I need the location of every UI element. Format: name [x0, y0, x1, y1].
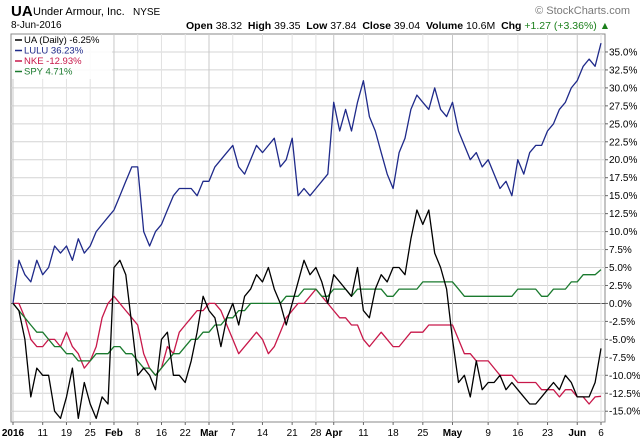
legend-entry: UA (Daily) -6.25% [24, 35, 100, 46]
x-tick-label: Feb [105, 428, 123, 439]
x-tick-label: 28 [310, 428, 322, 439]
low-value: 37.84 [330, 20, 357, 32]
x-tick-label: 11 [38, 428, 49, 439]
y-tick-label: 12.5% [609, 209, 637, 220]
plot-area [10, 33, 606, 423]
x-tick-label: 19 [61, 428, 73, 439]
y-tick-label: 32.5% [609, 65, 637, 76]
x-tick-label: 23 [542, 428, 554, 439]
x-tick-label: May [443, 428, 463, 439]
y-tick-label: 22.5% [609, 137, 637, 148]
stockcharts-watermark[interactable]: © StockCharts.com [535, 5, 630, 17]
y-tick-label: -5.0% [609, 335, 635, 346]
x-tick-label: 11 [358, 428, 369, 439]
chg-value: +1.27 (+3.36%) [524, 20, 597, 32]
series-layer [12, 42, 602, 420]
axis-layer: 35.0% 32.5% 30.0% 27.5% 25.0% 22.5% 20.0% 17.5%… [2, 47, 640, 439]
y-tick-label: 35.0% [609, 47, 637, 58]
y-tick-label: -15.0% [609, 407, 640, 418]
legend-entry: LULU 36.23% [24, 46, 84, 57]
y-tick-label: 25.0% [609, 119, 637, 130]
x-tick-label: 16 [156, 428, 168, 439]
x-tick-label: Jun [568, 428, 586, 439]
ticker-symbol: UA [11, 3, 33, 20]
y-tick-label: 30.0% [609, 83, 637, 94]
x-tick-label: Mar [200, 428, 218, 439]
volume-value: 10.6M [466, 20, 496, 32]
close-label: Close [362, 20, 391, 32]
series-line-ua [12, 209, 602, 420]
x-tick-label: 9 [485, 428, 491, 439]
x-tick-label: 6 [598, 428, 604, 439]
series-line-nke [13, 288, 602, 405]
y-tick-label: 0.0% [609, 299, 632, 310]
exchange-name: NYSE [133, 7, 161, 18]
y-tick-label: 27.5% [609, 101, 637, 112]
chart-date: 8-Jun-2016 [11, 20, 62, 31]
y-tick-label: 17.5% [609, 173, 637, 184]
y-tick-label: 7.5% [609, 245, 632, 256]
y-tick-label: 10.0% [609, 227, 637, 238]
low-label: Low [306, 20, 328, 32]
x-tick-label: 21 [287, 428, 299, 439]
quote-summary: Open 38.32 High 39.35 Low 37.84 Close 39… [186, 20, 610, 32]
chart-header: UA Under Armour, Inc. NYSE 8-Jun-2016 © … [0, 0, 640, 34]
high-value: 39.35 [274, 20, 301, 32]
x-tick-label: 25 [85, 428, 97, 439]
up-arrow-icon: ▲ [599, 20, 611, 32]
open-value: 38.32 [215, 20, 243, 32]
open-label: Open [186, 20, 213, 32]
legend-entry: SPY 4.71% [24, 67, 73, 78]
y-tick-label: 2.5% [609, 281, 632, 292]
y-tick-label: -2.5% [609, 317, 635, 328]
legend: UA (Daily) -6.25%LULU 36.23%NKE -12.93%S… [12, 35, 112, 79]
x-tick-label: 7 [230, 428, 236, 439]
legend-entry: NKE -12.93% [24, 56, 82, 67]
chg-label: Chg [501, 20, 522, 32]
y-tick-label: 20.0% [609, 155, 637, 166]
high-label: High [247, 20, 272, 32]
series-line-lulu [12, 42, 602, 304]
x-tick-label: Apr [325, 428, 342, 439]
company-name: Under Armour, Inc. [33, 6, 125, 18]
x-tick-label: 2016 [2, 428, 25, 439]
y-tick-label: 5.0% [609, 263, 632, 274]
y-tick-label: 15.0% [609, 191, 637, 202]
legend-background [12, 35, 112, 79]
x-tick-label: 8 [135, 428, 141, 439]
y-tick-label: -12.5% [609, 389, 640, 400]
x-tick-label: 14 [257, 428, 269, 439]
x-tick-label: 22 [180, 428, 192, 439]
y-tick-label: -7.5% [609, 353, 635, 364]
x-tick-label: 18 [388, 428, 400, 439]
close-value: 39.04 [393, 20, 421, 32]
volume-label: Volume [425, 20, 464, 32]
x-tick-label: 25 [417, 428, 429, 439]
x-tick-label: 16 [512, 428, 524, 439]
y-tick-label: -10.0% [609, 371, 640, 382]
